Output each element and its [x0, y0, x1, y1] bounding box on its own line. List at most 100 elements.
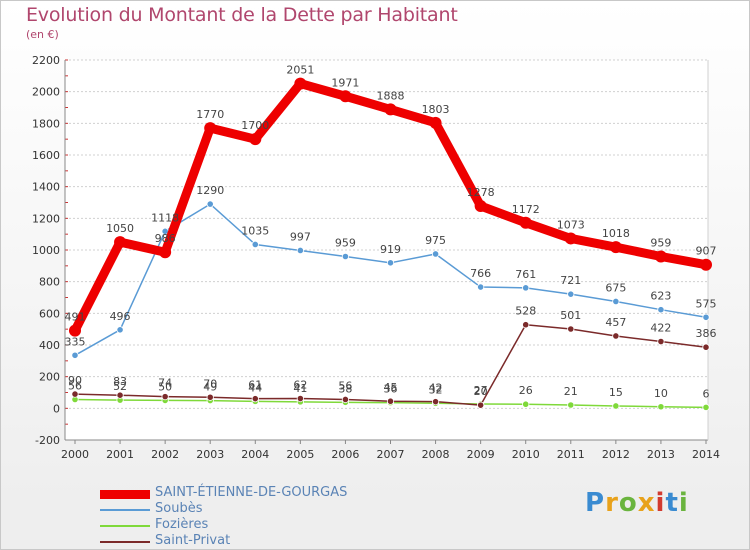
data-point — [612, 297, 620, 306]
data-label: 20 — [474, 385, 488, 398]
data-label: 21 — [564, 385, 578, 398]
data-label: 959 — [650, 236, 671, 249]
data-label: 1118 — [151, 211, 179, 224]
data-label: 90 — [68, 374, 82, 387]
data-label: 457 — [605, 316, 626, 329]
data-point — [386, 397, 395, 405]
data-point — [612, 332, 620, 340]
data-label: 491 — [65, 311, 86, 324]
data-label: 986 — [155, 232, 176, 245]
x-tick-label: 2012 — [602, 448, 630, 461]
data-label: 766 — [470, 267, 491, 280]
data-label: 6 — [703, 387, 710, 400]
data-label: 1888 — [377, 89, 405, 102]
data-point — [657, 306, 665, 314]
data-label: 41 — [293, 382, 307, 395]
y-tick-label: 1400 — [32, 181, 60, 194]
data-label: 56 — [338, 379, 352, 392]
data-point — [657, 337, 665, 346]
data-label: 959 — [335, 236, 356, 249]
data-point — [251, 395, 259, 403]
data-point — [522, 284, 530, 292]
data-point — [71, 351, 79, 359]
y-tick-label: 1000 — [32, 244, 60, 257]
y-tick-label: 1600 — [32, 149, 60, 162]
x-tick-label: 2003 — [196, 448, 224, 461]
data-label: 45 — [384, 381, 398, 394]
chart-title: Evolution du Montant de la Dette par Hab… — [26, 4, 458, 26]
x-tick-label: 2013 — [647, 448, 675, 461]
data-label: 721 — [560, 274, 581, 287]
data-label: 44 — [248, 381, 262, 394]
data-point — [159, 246, 172, 259]
legend-swatch — [100, 509, 150, 511]
data-point — [161, 393, 169, 401]
data-label: 1700 — [241, 119, 269, 132]
data-point — [702, 313, 710, 321]
data-point — [477, 401, 485, 409]
data-label: 919 — [380, 243, 401, 256]
data-point — [567, 401, 575, 409]
data-label: 1803 — [422, 103, 450, 116]
logo-letter: x — [637, 488, 656, 518]
data-point — [341, 252, 350, 261]
data-label: 36 — [384, 383, 398, 396]
data-label: 1290 — [196, 184, 224, 197]
x-tick-label: 2010 — [512, 448, 540, 461]
data-point — [474, 199, 487, 212]
data-label: 975 — [425, 234, 446, 247]
data-label: 675 — [605, 281, 626, 294]
legend-swatch — [100, 490, 150, 499]
data-label: 83 — [113, 375, 127, 388]
logo-letter: o — [618, 488, 638, 518]
data-label: 1770 — [196, 108, 224, 121]
x-tick-label: 2008 — [422, 448, 450, 461]
data-label: 386 — [696, 327, 717, 340]
data-point — [567, 325, 575, 333]
logo-letter: r — [605, 488, 619, 518]
legend-label: Soubès — [155, 501, 203, 516]
x-tick-label: 2002 — [151, 448, 179, 461]
legend-swatch — [100, 541, 150, 543]
data-point — [116, 326, 124, 334]
data-point — [249, 133, 262, 146]
data-point — [702, 343, 710, 351]
x-tick-label: 2000 — [61, 448, 89, 461]
data-label: 1035 — [241, 224, 269, 237]
x-tick-label: 2009 — [467, 448, 495, 461]
data-point — [206, 393, 214, 401]
data-label: 38 — [338, 382, 352, 395]
y-tick-label: 2000 — [32, 86, 60, 99]
data-label: 575 — [696, 297, 717, 310]
data-label: 1018 — [602, 227, 630, 240]
data-point — [657, 403, 665, 411]
data-label: 1073 — [557, 218, 585, 231]
y-tick-label: 1800 — [32, 117, 60, 130]
chart-unit: (en €) — [26, 28, 59, 41]
logo-letter: P — [585, 488, 606, 518]
x-tick-label: 2006 — [331, 448, 359, 461]
data-label: 56 — [68, 379, 82, 392]
y-tick-label: -200 — [35, 434, 60, 447]
data-label: 50 — [158, 380, 172, 393]
data-point — [564, 232, 577, 245]
data-point — [522, 400, 530, 408]
legend-label: SAINT-ÉTIENNE-DE-GOURGAS — [155, 485, 348, 500]
data-point — [296, 394, 304, 403]
logo-letter: i — [655, 488, 666, 518]
data-point — [702, 403, 710, 411]
data-point — [609, 241, 622, 254]
data-point — [431, 250, 440, 258]
data-point — [251, 240, 259, 249]
data-label: 335 — [65, 335, 86, 348]
data-point — [71, 390, 79, 398]
y-tick-label: 2200 — [32, 54, 60, 67]
y-tick-label: 600 — [39, 307, 60, 320]
data-point — [700, 258, 712, 271]
data-label: 10 — [654, 387, 668, 400]
data-label: 1971 — [331, 76, 359, 89]
data-point — [341, 395, 350, 404]
data-label: 761 — [515, 268, 536, 281]
legend-label: Saint-Privat — [155, 533, 231, 548]
data-label: 997 — [290, 230, 311, 243]
